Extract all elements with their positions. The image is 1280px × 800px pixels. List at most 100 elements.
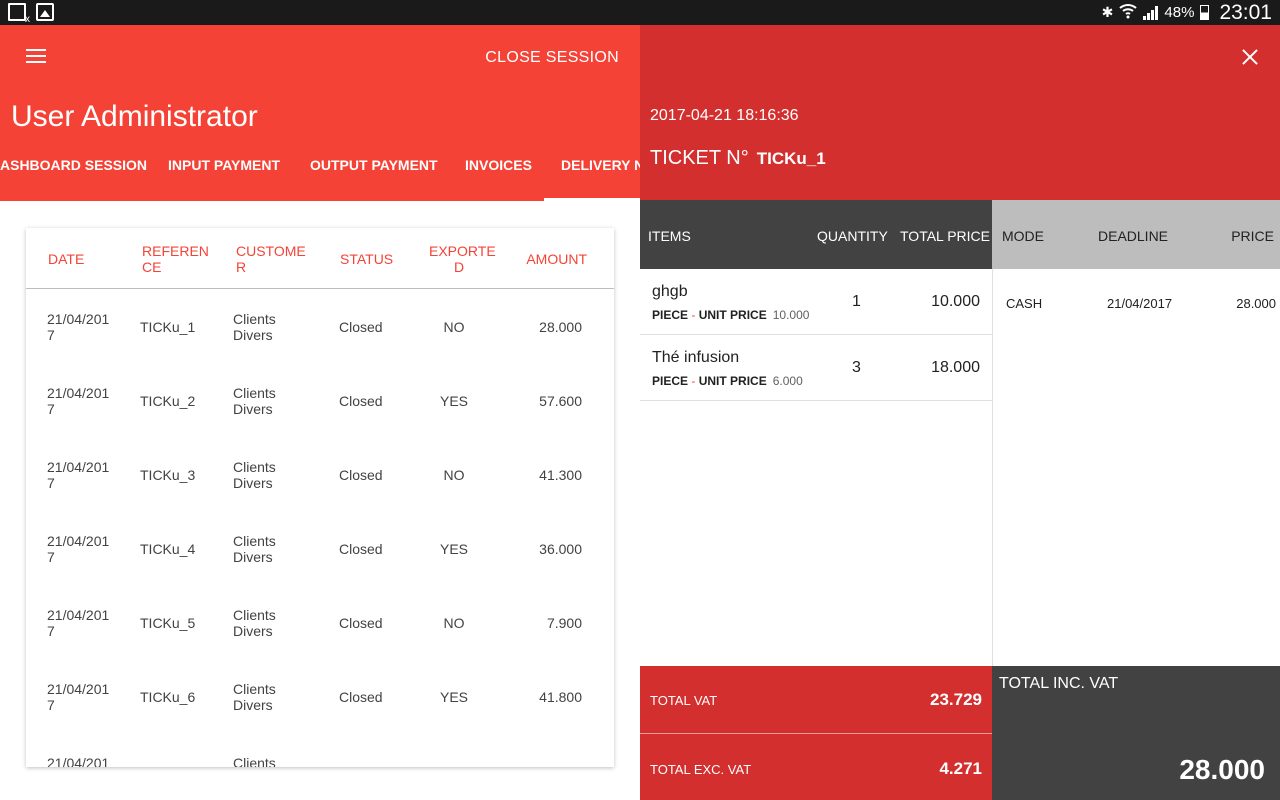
- row-exported: NO: [443, 615, 465, 631]
- row-reference: TICKu_6: [140, 689, 196, 705]
- list-item[interactable]: ghgb PIECE - UNIT PRICE 10.000 1 10.000: [640, 269, 992, 335]
- total-exc-vat-value: 4.271: [939, 759, 982, 778]
- item-total: 10.000: [931, 293, 980, 310]
- battery-icon: [1200, 5, 1210, 20]
- payment-row[interactable]: CASH 21/04/2017 28.000: [992, 269, 1280, 335]
- row-amount: 36.000: [539, 541, 582, 557]
- total-price-column-header: TOTAL PRICE: [900, 228, 990, 244]
- app-bar: CLOSE SESSION User Administrator ASHBOAR…: [0, 25, 640, 201]
- row-customer: Clients: [233, 311, 276, 327]
- row-status: Closed: [339, 319, 383, 335]
- total-exc-vat-label: TOTAL EXC. VAT: [650, 762, 752, 777]
- item-details: PIECE - UNIT PRICE 6.000: [652, 374, 803, 388]
- payment-deadline: 21/04/2017: [1107, 296, 1173, 311]
- notes-icon: [8, 3, 30, 25]
- row-reference: TICKu_1: [140, 319, 196, 335]
- table-row[interactable]: 21/04/201 7 TICKu_2 Clients Divers Closed YES 5…: [26, 363, 614, 437]
- row-amount: 41.300: [539, 467, 582, 483]
- tab-bar: ASHBOARD SESSION INPUT PAYMENT OUTPUT PA…: [0, 150, 640, 201]
- row-date-wrap: 7: [47, 697, 55, 713]
- row-customer-wrap: Divers: [233, 623, 273, 639]
- column-header-customer[interactable]: CUSTOME R: [236, 243, 306, 275]
- row-status: Closed: [339, 467, 383, 483]
- tab-output-payment[interactable]: OUTPUT PAYMENT: [310, 157, 438, 173]
- tickets-table: DATE REFEREN CE CUSTOME R STATUS EXPORTE D …: [26, 228, 614, 767]
- payment-price: 28.000: [1236, 296, 1276, 311]
- ticket-detail-panel: 2017-04-21 18:16:36 TICKET N° TICKu_1 ITE…: [640, 25, 1280, 800]
- row-exported: YES: [439, 689, 468, 705]
- row-amount: 7.900: [546, 615, 582, 631]
- row-date: 21/04/201: [47, 311, 110, 327]
- table-row[interactable]: 21/04/201 7 TICKu_4 Clients Divers Closed YES 3…: [26, 511, 614, 585]
- column-header-exported[interactable]: EXPORTE D: [429, 243, 496, 275]
- tab-input-payment[interactable]: INPUT PAYMENT: [168, 157, 281, 173]
- table-row[interactable]: 21/04/201 7 TICKu_6 Clients Divers Closed YES 4…: [26, 659, 614, 733]
- table-row[interactable]: 21/04/201 Clients: [26, 733, 614, 767]
- total-vat-box: TOTAL VAT 23.729: [640, 666, 992, 734]
- item-total: 18.000: [931, 359, 980, 376]
- ticket-number: TICKET N° TICKu_1: [650, 147, 826, 170]
- row-date: 21/04/201: [47, 459, 110, 475]
- payment-mode: CASH: [1006, 296, 1043, 311]
- payments-header: MODE DEADLINE PRICE: [992, 200, 1280, 269]
- tab-delivery-notes[interactable]: DELIVERY NO: [543, 157, 640, 201]
- row-reference: TICKu_2: [140, 393, 196, 409]
- table-row[interactable]: 21/04/201 7 TICKu_5 Clients Divers Closed NO 7.…: [26, 585, 614, 659]
- close-session-button[interactable]: CLOSE SESSION: [485, 49, 619, 66]
- ticket-datetime: 2017-04-21 18:16:36: [650, 107, 799, 124]
- menu-icon[interactable]: [26, 49, 46, 65]
- row-status: Closed: [339, 541, 383, 557]
- row-customer: Clients: [233, 607, 276, 623]
- deadline-column-header: DEADLINE: [1098, 228, 1169, 244]
- total-vat-value: 23.729: [930, 690, 982, 709]
- row-customer: Clients: [233, 533, 276, 549]
- ticket-number-label: TICKET N°: [650, 147, 749, 169]
- page-title: User Administrator: [11, 100, 258, 133]
- row-date-wrap: 7: [47, 549, 55, 565]
- row-reference: TICKu_4: [140, 541, 196, 557]
- row-date-wrap: 7: [47, 475, 55, 491]
- tab-dashboard-session[interactable]: ASHBOARD SESSION: [0, 157, 148, 173]
- row-status: Closed: [339, 615, 383, 631]
- quantity-column-header: QUANTITY: [817, 228, 888, 244]
- column-header-amount[interactable]: AMOUNT: [526, 251, 587, 267]
- row-status: Closed: [339, 393, 383, 409]
- table-row[interactable]: 21/04/201 7 TICKu_1 Clients Divers Closed NO 28…: [26, 289, 614, 363]
- bluetooth-icon: ✱: [1101, 4, 1114, 20]
- column-divider: [992, 269, 993, 666]
- total-exc-vat-box: TOTAL EXC. VAT 4.271: [640, 734, 992, 800]
- column-header-reference[interactable]: REFEREN CE: [142, 243, 209, 275]
- clock: 23:01: [1219, 0, 1272, 24]
- table-row[interactable]: 21/04/201 7 TICKu_3 Clients Divers Closed NO 41…: [26, 437, 614, 511]
- row-reference: TICKu_5: [140, 615, 196, 631]
- ticket-header: 2017-04-21 18:16:36 TICKET N° TICKu_1: [640, 25, 1280, 200]
- row-customer: Clients: [233, 385, 276, 401]
- total-inc-vat-value: 28.000: [1179, 754, 1265, 785]
- row-date: 21/04/201: [47, 681, 110, 697]
- row-customer-wrap: Divers: [233, 549, 273, 565]
- tab-invoices[interactable]: INVOICES: [465, 157, 532, 173]
- close-icon[interactable]: [1242, 49, 1258, 65]
- row-customer-wrap: Divers: [233, 401, 273, 417]
- row-status: Closed: [339, 689, 383, 705]
- items-header: ITEMS QUANTITY TOTAL PRICE: [640, 200, 992, 269]
- column-header-date[interactable]: DATE: [48, 251, 85, 267]
- item-name: ghgb: [652, 283, 688, 300]
- row-date: 21/04/201: [47, 607, 110, 623]
- row-customer-wrap: Divers: [233, 327, 273, 343]
- wifi-icon: [1119, 3, 1138, 23]
- item-name: Thé infusion: [652, 349, 740, 366]
- row-customer-wrap: Divers: [233, 475, 273, 491]
- row-amount: 41.800: [539, 689, 582, 705]
- ticket-number-value: TICKu_1: [756, 149, 826, 168]
- battery-percent: 48%: [1164, 4, 1195, 21]
- list-item[interactable]: Thé infusion PIECE - UNIT PRICE 6.000 3 1…: [640, 335, 992, 401]
- row-amount: 57.600: [539, 393, 582, 409]
- price-column-header: PRICE: [1231, 228, 1274, 244]
- mode-column-header: MODE: [1002, 228, 1044, 244]
- row-customer: Clients: [233, 755, 276, 767]
- item-quantity: 3: [852, 359, 861, 376]
- row-exported: YES: [439, 541, 468, 557]
- item-quantity: 1: [852, 293, 861, 310]
- column-header-status[interactable]: STATUS: [340, 251, 394, 267]
